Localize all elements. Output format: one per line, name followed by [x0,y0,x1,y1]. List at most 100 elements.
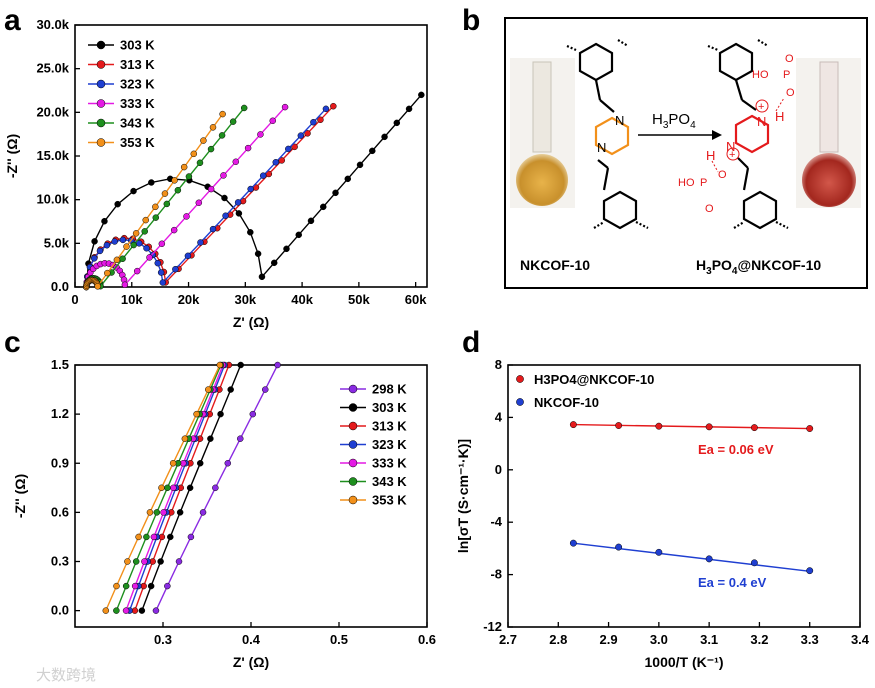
x-tick-label: 50k [348,292,370,307]
data-point [205,386,212,393]
legend-label: 333 K [120,96,155,111]
data-point [187,533,195,541]
data-point [197,239,204,246]
data-point [176,509,184,516]
data-point [750,559,758,567]
data-point [297,132,305,139]
data-point [569,539,577,547]
data-point [237,361,244,369]
y-tick-label: 8 [495,357,502,372]
data-point [261,386,269,393]
panel-letter-c: c [4,326,21,359]
data-point [269,117,276,125]
data-point [304,130,311,137]
data-point [90,255,98,262]
y-tick-label: 30.0k [36,17,69,32]
data-point [274,361,281,369]
data-point [247,229,254,236]
data-point [152,203,159,211]
data-point [418,91,425,99]
data-point [281,103,289,111]
acid-p-bottom: P [700,177,707,189]
data-point [209,225,217,233]
data-point [103,241,111,249]
y-tick-label: 0.0 [51,603,69,618]
legend-label: H3PO4@NKCOF-10 [534,372,654,387]
activation-energy-label: Ea = 0.4 eV [698,575,767,590]
data-point [244,144,252,152]
data-point [291,143,298,151]
data-point [235,210,243,217]
y-axis-label: -Z'' (Ω) [12,474,28,518]
data-point [150,533,158,541]
data-point [104,269,111,277]
data-point [123,243,130,250]
flask-photo-right [796,58,861,208]
activation-energy-label: Ea = 0.06 eV [698,442,774,457]
reaction-arrowhead [712,130,722,140]
x-tick-label: 2.9 [600,632,618,647]
legend-label: 333 K [372,456,407,471]
data-point [283,245,290,253]
acid-o-minus-bottom: O [718,169,727,181]
data-point [132,558,140,565]
panel-letter-a: a [4,4,21,37]
data-point [190,150,198,158]
data-point [217,410,224,418]
y-tick-label: 10.0k [36,192,69,207]
data-point [171,177,178,184]
data-point [247,185,254,193]
plot-frame [507,364,861,628]
data-point [164,582,171,590]
y-tick-label: 0.9 [51,455,69,470]
y-tick-label: 4 [495,409,503,424]
data-point [160,509,167,516]
data-point [216,361,224,369]
y-tick-label: 5.0k [44,235,70,250]
legend-label: 323 K [120,77,155,92]
x-tick-label: 3.1 [700,632,718,647]
data-point [130,187,137,195]
data-point [806,425,814,432]
data-point [143,533,150,541]
data-point [91,238,98,245]
data-point [141,228,148,235]
data-point [348,440,358,449]
y-tick-label: 25.0k [36,61,69,76]
data-point [143,244,150,252]
data-point [207,185,215,193]
data-point [207,145,215,153]
data-point [227,386,234,393]
data-point [146,509,154,516]
data-point [113,582,120,590]
data-point [154,259,162,267]
data-point [147,582,155,590]
data-point [135,533,142,541]
data-point [132,230,140,237]
panel-d-arrhenius-plot: 2.7 2.8 2.9 3.0 3.1 3.2 3.3 3.4 -12 -8 -4 0 4 8 1000/T… [455,357,870,670]
data-point [258,273,266,281]
atom-n-bottom-right: N [726,139,735,154]
data-point [113,256,121,264]
y-tick-label: -4 [490,514,502,529]
data-point [278,157,285,164]
data-point [348,384,358,394]
data-point [369,147,376,155]
series-line [85,108,327,288]
flask-photo-left [510,58,575,208]
data-point [102,607,110,614]
data-point [119,236,127,244]
data-point [158,240,166,248]
data-point [295,231,302,239]
x-tick-label: 2.7 [499,632,517,647]
data-point [101,217,108,225]
data-point [199,509,207,516]
data-point [96,138,106,147]
legend-label: 323 K [372,437,407,452]
panel-a-nyquist-plot: 0 10k 20k 30k 40k 50k 60k 0.0 5.0k 10.0k 15.0k 20.0… [4,17,428,330]
data-point [141,558,148,565]
panel-letter-b: b [462,4,480,37]
data-point [234,199,242,206]
legend-label: NKCOF-10 [534,395,599,410]
data-point [219,110,226,118]
